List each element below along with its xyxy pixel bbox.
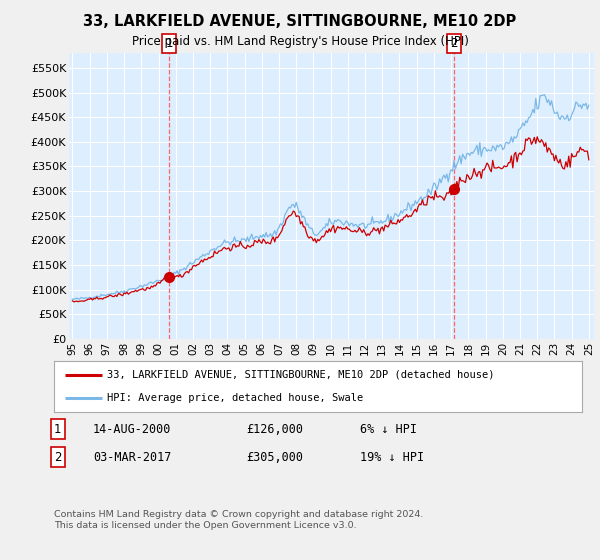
Text: 03-MAR-2017: 03-MAR-2017 (93, 451, 172, 464)
Text: 2: 2 (451, 38, 458, 50)
Text: £305,000: £305,000 (246, 451, 303, 464)
Text: 19% ↓ HPI: 19% ↓ HPI (360, 451, 424, 464)
Text: 1: 1 (166, 38, 173, 50)
Text: 1: 1 (54, 423, 62, 436)
Text: 33, LARKFIELD AVENUE, SITTINGBOURNE, ME10 2DP (detached house): 33, LARKFIELD AVENUE, SITTINGBOURNE, ME1… (107, 370, 494, 380)
Text: HPI: Average price, detached house, Swale: HPI: Average price, detached house, Swal… (107, 393, 363, 403)
Text: £126,000: £126,000 (246, 423, 303, 436)
Text: 2: 2 (54, 451, 62, 464)
Text: 14-AUG-2000: 14-AUG-2000 (93, 423, 172, 436)
Text: Price paid vs. HM Land Registry's House Price Index (HPI): Price paid vs. HM Land Registry's House … (131, 35, 469, 48)
Text: Contains HM Land Registry data © Crown copyright and database right 2024.
This d: Contains HM Land Registry data © Crown c… (54, 510, 424, 530)
Text: 6% ↓ HPI: 6% ↓ HPI (360, 423, 417, 436)
Text: 33, LARKFIELD AVENUE, SITTINGBOURNE, ME10 2DP: 33, LARKFIELD AVENUE, SITTINGBOURNE, ME1… (83, 14, 517, 29)
